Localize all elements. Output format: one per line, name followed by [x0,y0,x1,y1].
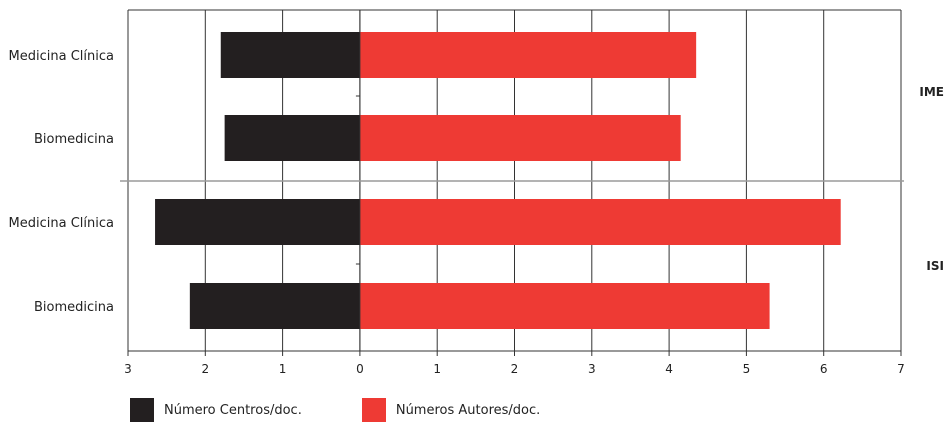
group-labels: IME ISI [919,85,944,273]
x-tick-labels: 3 2 1 0 1 2 3 4 5 6 7 [124,351,905,376]
legend-label-autores: Números Autores/doc. [395,402,541,418]
bar-autores-2 [359,199,841,245]
legend-swatch-autores [361,398,386,422]
legend-item-autores: Números Autores/doc. [361,398,541,422]
x-tick-label: 5 [743,362,751,376]
category-label: Medicina Clínica [9,49,114,64]
category-label: Medicina Clínica [9,216,114,231]
x-tick-label: 1 [433,362,441,376]
bars [155,32,841,329]
bar-autores-3 [359,283,770,329]
x-tick-label: 2 [511,362,519,376]
x-tick-label: 2 [201,362,209,376]
legend-label-centros: Número Centros/doc. [164,402,302,418]
group-label-isi: ISI [926,259,944,273]
category-labels: Medicina Clínica Biomedicina Medicina Clín… [9,49,114,315]
bar-autores-0 [359,32,697,78]
legend-swatch-centros [130,398,154,422]
category-label: Biomedicina [34,132,114,147]
bar-centros-0 [220,32,360,78]
bar-autores-1 [359,115,681,161]
x-tick-label: 1 [279,362,287,376]
bar-centros-3 [189,283,360,329]
bar-centros-2 [155,199,360,245]
bar-centros-1 [224,115,360,161]
legend-item-centros: Número Centros/doc. [130,398,302,422]
x-tick-label: 0 [356,362,364,376]
x-tick-label: 7 [897,362,905,376]
legend: Número Centros/doc. Números Autores/doc. [130,398,540,422]
group-label-ime: IME [919,85,944,99]
x-tick-label: 3 [124,362,132,376]
x-tick-label: 3 [588,362,596,376]
x-tick-label: 6 [820,362,828,376]
x-tick-label: 4 [665,362,673,376]
category-label: Biomedicina [34,300,114,315]
